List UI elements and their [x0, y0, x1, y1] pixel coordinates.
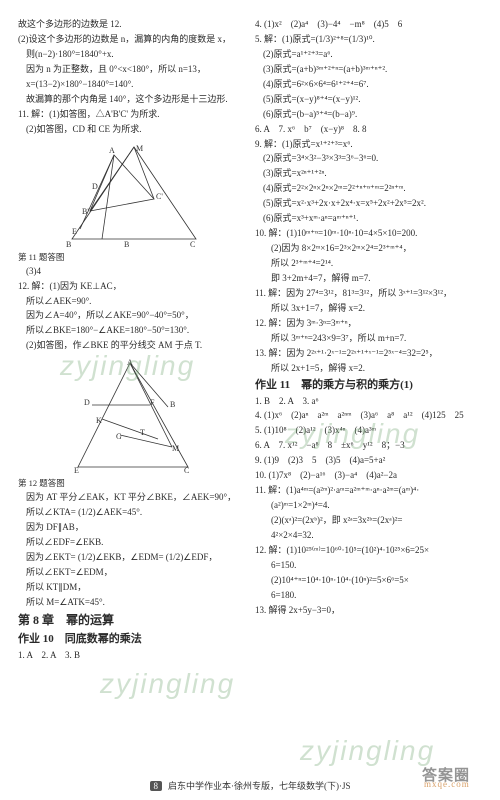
text-line: 6. A 7. x⁶ b⁷ (x−y)⁸ 8. 8	[255, 123, 482, 137]
text-line: 所以 2x+1=5，解得 x=2.	[255, 362, 482, 376]
text-line: 所以∠EDF=∠EKB.	[18, 536, 245, 550]
figure-11-caption: 第 11 题答图	[18, 251, 245, 264]
text-line: 5. (1)10⁸ (2)a¹² (3)x⁴ⁿ (4)a³ᵐ	[255, 424, 482, 438]
svg-text:C: C	[190, 240, 195, 249]
text-line: 因为 AT 平分∠EAK，KT 平分∠BKE，∠AEK=90°，	[18, 491, 245, 505]
text-line: 12. 解：(1)10²⁵⁽ᵐ⁾=10⁶⁰·10⁵=(10²)⁴·10²⁵×6=…	[255, 544, 482, 558]
svg-text:A: A	[109, 146, 115, 155]
text-line: (2)原式=3⁴×3²−3³×3³=3⁶−3⁶=0.	[255, 152, 482, 166]
text-line: 所以 M=∠ATK=45°.	[18, 596, 245, 610]
text-line: 4. (1)x² (2)a⁴ (3)−4⁴ −m⁸ (4)5 6	[255, 18, 482, 32]
svg-text:B: B	[124, 240, 129, 249]
text-line: (6)原式=x³+xᵐ·aⁿ=aᵐ⁺ⁿ⁺¹.	[255, 212, 482, 226]
svg-text:E: E	[74, 466, 79, 475]
svg-text:T: T	[140, 428, 145, 437]
text-line: 6=150.	[255, 559, 482, 573]
chapter-heading: 第 8 章 幂的运算	[18, 611, 245, 630]
text-line: 所以∠BKE=180°−∠AKE=180°−50°=130°.	[18, 324, 245, 338]
text-line: 4. (1)x⁶ (2)aⁿ a²ᵐ a²ⁿᵐ (3)a⁶ a⁸ a¹² (4)…	[255, 409, 482, 423]
text-line: (6)原式=(b−a)⁵⁺⁴=(b−a)⁹.	[255, 108, 482, 122]
page-footer: 8 启东中学作业本·徐州专版，七年级数学(下)·JS	[0, 779, 500, 792]
text-line: 因为∠EKT= (1/2)∠EKB，∠EDM= (1/2)∠EDF，	[18, 551, 245, 565]
text-line: 10. (1)7x⁸ (2)−a¹⁶ (3)−a⁴ (4)a²−2a	[255, 469, 482, 483]
left-column: 故这个多边形的边数是 12. (2)设这个多边形的边数是 n，漏算的内角的度数是…	[18, 18, 245, 664]
text-line: (2)原式=a¹⁺²⁺³=a⁶.	[255, 48, 482, 62]
text-line: (2)因为 8×2ᵐ×16=2³×2ᵐ×2⁴=2³⁺ᵐ⁺⁴，	[255, 242, 482, 256]
text-line: (3)原式=(a+b)³ᵐ⁺²⁺ⁿ=(a+b)³ᵐ⁺ⁿ⁺².	[255, 63, 482, 77]
svg-text:G: G	[116, 432, 122, 441]
text-line: 9. 解：(1)原式=x¹⁺²⁺³=x⁶.	[255, 138, 482, 152]
text-line: 所以∠AEK=90°.	[18, 295, 245, 309]
text-line: 1. B 2. A 3. a⁶	[255, 395, 482, 409]
text-line: (2)设这个多边形的边数是 n，漏算的内角的度数是 x，	[18, 33, 245, 47]
text-line: 1. A 2. A 3. B	[18, 649, 245, 663]
footer-text: 启东中学作业本·徐州专版，七年级数学(下)·JS	[168, 781, 351, 791]
text-line: 13. 解得 2x+5y−3=0，	[255, 604, 482, 618]
text-line: 因为 DF∥AB，	[18, 521, 245, 535]
text-line: 即 3+2m+4=7，解得 m=7.	[255, 272, 482, 286]
text-line: 因为∠A=40°，所以∠AKE=90°−40°=50°，	[18, 309, 245, 323]
text-line: (2)10⁴⁺ⁿ=10⁴·10ⁿ·10⁴·(10ⁿ)²=5×6⁶=5×	[255, 574, 482, 588]
right-column: 4. (1)x² (2)a⁴ (3)−4⁴ −m⁸ (4)5 6 5. 解：(1…	[255, 18, 482, 664]
text-line: 11. 解：(1)a⁴ᵐ=(a²ᵐ)²·aᵐ=a²ᵐ⁺ᵐ·aⁿ·a²ᵐ=(aᵐ)…	[255, 484, 482, 498]
watermark: zyjingling	[300, 735, 435, 767]
text-line: (4)原式=2²×2ⁿ×2ⁿ×2ᵐ=2²⁺ⁿ⁺ⁿ⁺ᵐ=2²ⁿ⁺ᵐ.	[255, 182, 482, 196]
svg-text:C': C'	[156, 192, 163, 201]
text-line: 故漏算的那个内角是 140°，这个多边形是十三边形.	[18, 93, 245, 107]
svg-text:E: E	[72, 227, 77, 236]
text-line: 所以 3x+1=7，解得 x=2.	[255, 302, 482, 316]
text-line: (a²)ᵐ=1×2ᵐ)⁴=4.	[255, 499, 482, 513]
section-heading: 作业 10 同底数幂的乘法	[18, 631, 245, 648]
text-line: 所以 KT∥DM，	[18, 581, 245, 595]
text-line: 所以 3ᵐ⁺ⁿ=243×9=3⁷，所以 m+n=7.	[255, 332, 482, 346]
text-line: (4)原式=6²×6×6⁴=6¹⁺²⁺⁴=6⁷.	[255, 78, 482, 92]
page-root: 故这个多边形的边数是 12. (2)设这个多边形的边数是 n，漏算的内角的度数是…	[0, 0, 500, 800]
section-heading: 作业 11 幂的乘方与积的乘方(1)	[255, 377, 482, 394]
text-line: (2)(xᵃ)²=(2xᵇ)²，即 x²ᵃ=3x²ᵇ=(2xᵃ)²=	[255, 514, 482, 528]
text-line: 11. 解：(1)如答图，△A'B'C' 为所求.	[18, 108, 245, 122]
text-line: 6. A 7. x¹² −a⁸ 8 ±x⁶ y¹² 8；−3	[255, 439, 482, 453]
figure-11: A M C' D B' E B B C	[62, 141, 202, 251]
text-line: 12. 解：(1)因为 KE⊥AC，	[18, 280, 245, 294]
page-number-badge: 8	[150, 781, 163, 791]
text-line: 13. 解：因为 2²ˣ⁺¹·2ˣ⁻¹=2²ˣ⁺¹⁺ˣ⁻¹=2⁵ˣ⁻⁴=32=2…	[255, 347, 482, 361]
figure-12-caption: 第 12 题答图	[18, 477, 245, 490]
text-line: 11. 解：因为 27⁴=3¹²，81³=3¹²，所以 3ˣ⁺¹=3¹²×3¹²…	[255, 287, 482, 301]
text-line: 12. 解：因为 3ᵐ·3ⁿ=3ᵐ⁺ⁿ，	[255, 317, 482, 331]
text-line: 则(n−2)·180°=1840°+x.	[18, 48, 245, 62]
text-line: 所以∠EKT=∠EDM，	[18, 566, 245, 580]
svg-text:M: M	[172, 444, 179, 453]
text-line: (3)原式=x²ⁿ⁺¹⁺²ⁿ.	[255, 167, 482, 181]
columns: 故这个多边形的边数是 12. (2)设这个多边形的边数是 n，漏算的内角的度数是…	[18, 18, 482, 664]
text-line: (5)原式=x²·x³+2x·x+2x⁴·x=x⁵+2x²+2x⁵=2x².	[255, 197, 482, 211]
svg-text:B': B'	[82, 207, 89, 216]
text-line: (3)4	[18, 265, 245, 279]
text-line: 因为 n 为正整数，且 0°<x<180°，所以 n=13，	[18, 63, 245, 77]
text-line: 10. 解：(1)10ᵐ⁺ⁿ=10ᵐ·10ⁿ·10=4×5×10=200.	[255, 227, 482, 241]
svg-text:M: M	[136, 144, 143, 153]
text-line: (2)如答图，CD 和 CE 为所求.	[18, 123, 245, 137]
text-line: 所以∠KTA= (1/2)∠AEK=45°.	[18, 506, 245, 520]
svg-text:C: C	[184, 466, 189, 475]
text-line: (5)原式=(x−y)⁸⁺⁴=(x−y)¹².	[255, 93, 482, 107]
svg-text:F: F	[150, 398, 155, 407]
svg-text:D: D	[92, 182, 98, 191]
svg-text:D: D	[84, 398, 90, 407]
svg-text:B: B	[170, 400, 175, 409]
text-line: (2)如答图，作∠BKE 的平分线交 AM 于点 T.	[18, 339, 245, 353]
text-line: x=(13−2)×180°−1840°=140°.	[18, 78, 245, 92]
svg-text:B: B	[66, 240, 71, 249]
figure-12: A D K F E G T M B C	[72, 357, 192, 477]
text-line: 故这个多边形的边数是 12.	[18, 18, 245, 32]
svg-text:K: K	[96, 416, 102, 425]
watermark: zyjingling	[100, 668, 235, 700]
svg-text:A: A	[127, 358, 133, 367]
text-line: 5. 解：(1)原式=(1/3)²⁺⁸=(1/3)¹⁰.	[255, 33, 482, 47]
text-line: 4²×2×4=32.	[255, 529, 482, 543]
text-line: 6=180.	[255, 589, 482, 603]
text-line: 所以 2³⁺ᵐ⁺⁴=2¹⁴.	[255, 257, 482, 271]
text-line: 9. (1)9 (2)3 5 (3)5 (4)a=5+a²	[255, 454, 482, 468]
